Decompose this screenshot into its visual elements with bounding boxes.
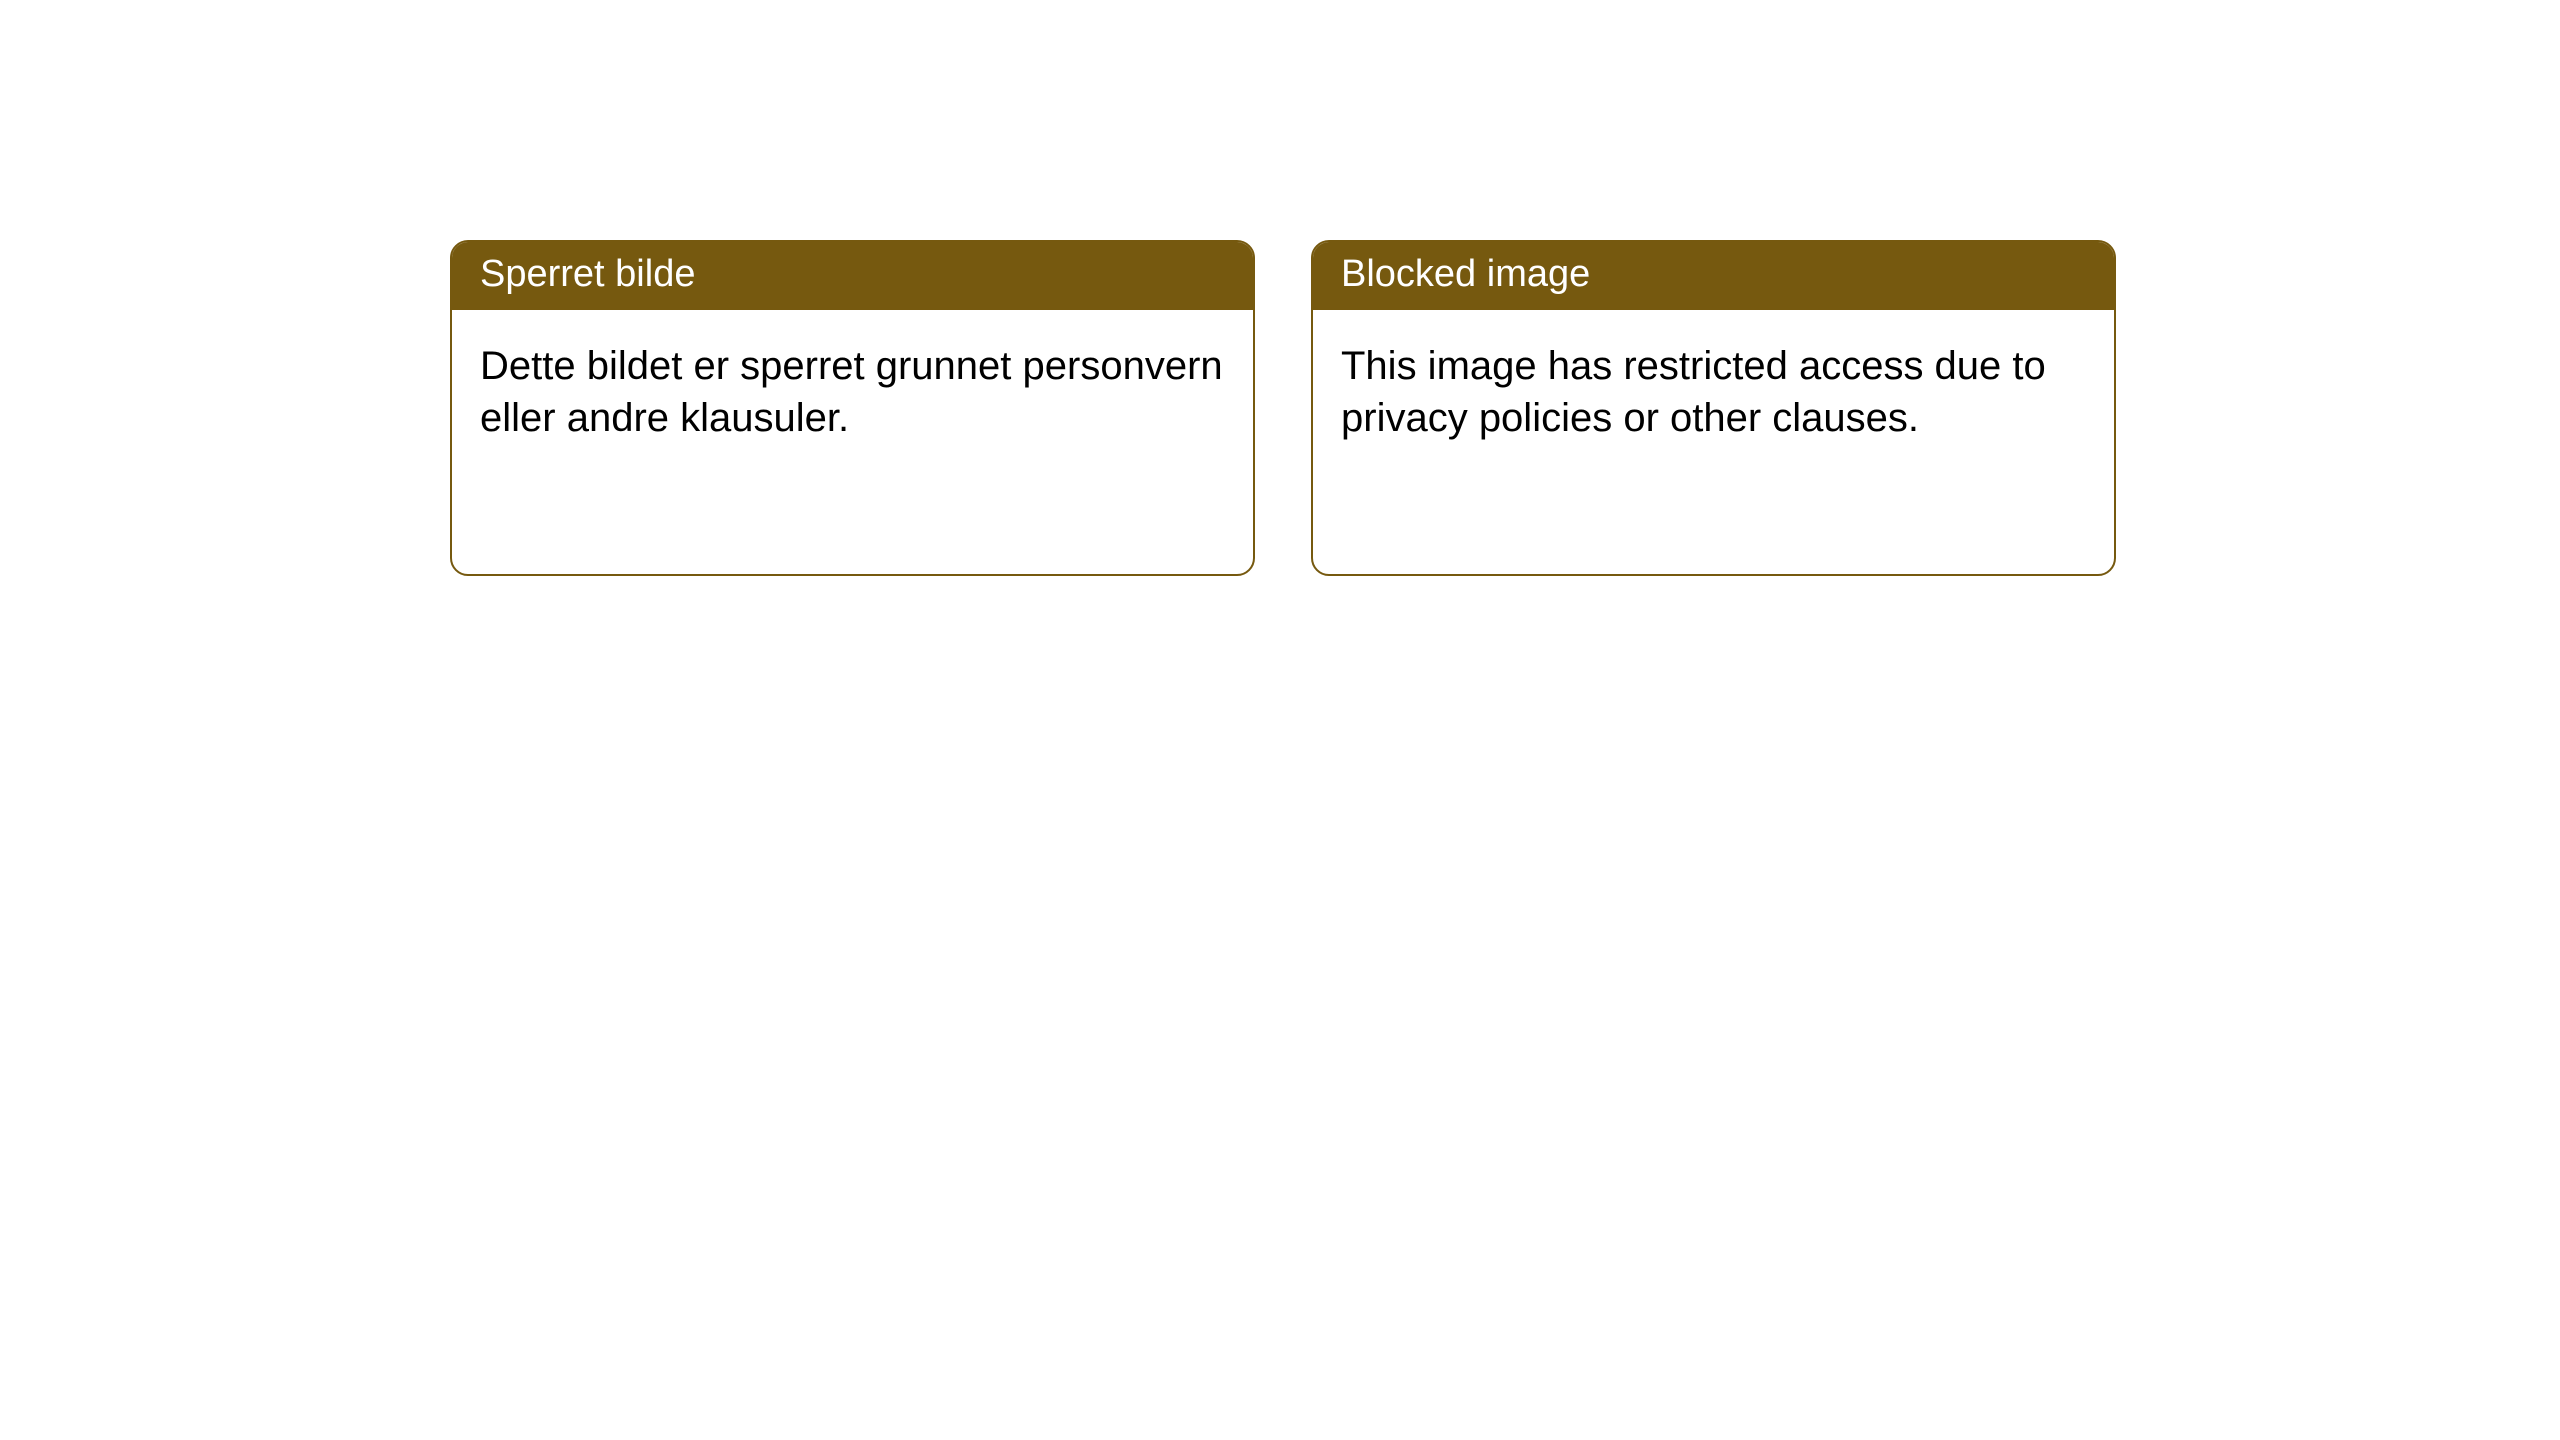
notice-body-text: This image has restricted access due to …	[1341, 344, 2046, 440]
notice-body: Dette bildet er sperret grunnet personve…	[452, 310, 1253, 474]
notice-header: Blocked image	[1313, 242, 2114, 310]
notice-title: Sperret bilde	[480, 253, 695, 295]
notice-card-norwegian: Sperret bilde Dette bildet er sperret gr…	[450, 240, 1255, 576]
notice-card-english: Blocked image This image has restricted …	[1311, 240, 2116, 576]
notice-body-text: Dette bildet er sperret grunnet personve…	[480, 344, 1223, 440]
notice-body: This image has restricted access due to …	[1313, 310, 2114, 474]
notice-header: Sperret bilde	[452, 242, 1253, 310]
notice-title: Blocked image	[1341, 253, 1590, 295]
notice-container: Sperret bilde Dette bildet er sperret gr…	[0, 0, 2560, 576]
